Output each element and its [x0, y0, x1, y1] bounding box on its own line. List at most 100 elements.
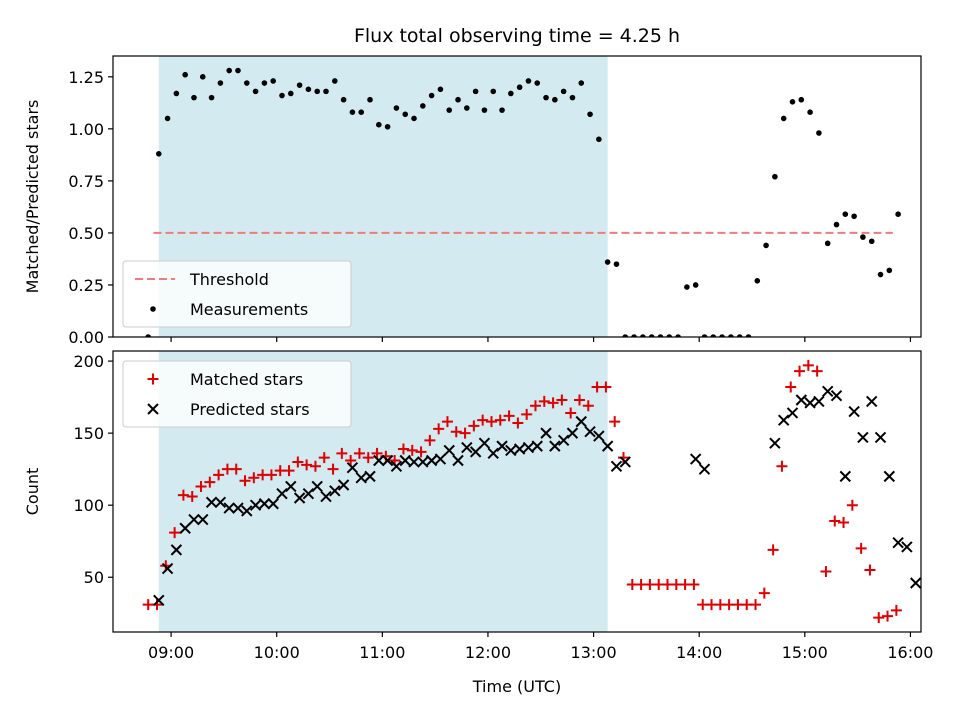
data-point	[692, 282, 699, 288]
data-point	[540, 427, 552, 439]
data-point	[362, 452, 374, 464]
data-point	[813, 395, 825, 408]
data-point	[789, 98, 796, 105]
data-point	[516, 84, 523, 91]
y-tick-label: 150	[73, 424, 104, 443]
data-point	[340, 96, 347, 103]
data-point	[402, 111, 409, 118]
data-point	[513, 443, 526, 455]
data-point	[600, 381, 612, 393]
data-point	[573, 394, 585, 406]
data-point	[666, 334, 673, 337]
data-point	[851, 213, 857, 220]
data-point	[261, 80, 268, 86]
data-point	[415, 446, 427, 458]
data-point	[719, 334, 725, 337]
data-point	[610, 460, 623, 472]
x-tick-label: 12:00	[465, 643, 511, 662]
data-point	[441, 416, 453, 428]
data-point	[496, 440, 508, 452]
data-point	[786, 407, 799, 419]
data-point	[293, 492, 306, 504]
data-point	[241, 505, 253, 517]
data-point	[425, 454, 438, 467]
data-point	[560, 88, 567, 95]
data-point	[689, 453, 702, 465]
data-point	[582, 400, 594, 412]
legend-label: Matched stars	[190, 370, 303, 389]
data-point	[323, 88, 329, 95]
data-point	[631, 334, 637, 337]
data-point	[543, 94, 549, 101]
data-point	[811, 365, 823, 377]
data-point	[232, 502, 244, 514]
data-point	[173, 90, 180, 97]
legend-label: Threshold	[189, 270, 269, 289]
data-point	[443, 444, 455, 457]
data-point	[910, 577, 921, 589]
data-point	[838, 516, 850, 528]
data-point	[802, 359, 814, 371]
data-point	[552, 96, 558, 103]
data-point	[505, 444, 517, 457]
data-point	[556, 394, 568, 406]
data-point	[182, 71, 188, 78]
data-point	[874, 431, 887, 444]
data-point	[478, 437, 491, 449]
data-point	[455, 96, 461, 103]
data-point	[839, 470, 852, 483]
data-point	[411, 115, 417, 122]
data-point	[164, 115, 171, 122]
legend-swatch	[147, 403, 159, 415]
data-point	[371, 447, 383, 459]
y-tick-label: 0.00	[68, 328, 104, 347]
data-point	[477, 414, 489, 426]
data-point	[769, 437, 781, 449]
data-point	[329, 485, 341, 497]
data-point	[353, 447, 365, 459]
legend-swatch	[147, 373, 159, 385]
data-point	[698, 463, 711, 475]
data-point	[252, 88, 259, 95]
series-predicted-stars	[153, 385, 921, 607]
data-point	[230, 463, 242, 475]
y-tick-label: 1.00	[68, 120, 104, 139]
data-point	[584, 425, 596, 438]
data-point	[772, 173, 778, 180]
y-tick-label: 0.25	[68, 276, 104, 295]
y-tick-label: 200	[73, 352, 104, 371]
data-point	[301, 459, 313, 471]
x-tick-label: 10:00	[254, 643, 300, 662]
data-point	[464, 105, 470, 111]
data-point	[701, 334, 708, 337]
data-point	[848, 405, 860, 418]
data-point	[179, 522, 191, 534]
data-point	[820, 565, 832, 577]
series-measurements	[145, 67, 901, 337]
data-point	[829, 515, 841, 527]
data-point	[446, 107, 453, 113]
panel-2: 50 100 150 200 09:00 10:00 11:00 12:00 13:00 14:0…	[73, 350, 933, 662]
data-point	[776, 460, 788, 472]
data-point	[860, 234, 866, 240]
axes-frame	[112, 350, 922, 633]
data-point	[547, 397, 559, 409]
data-point	[901, 541, 913, 553]
data-point	[508, 90, 514, 97]
y-tick-label: 50	[84, 568, 104, 587]
data-point	[469, 446, 482, 458]
data-point	[327, 463, 339, 475]
data-point	[785, 381, 797, 393]
data-point	[613, 261, 620, 267]
data-point	[437, 86, 444, 93]
data-point	[522, 441, 535, 454]
data-point	[529, 400, 541, 412]
data-point	[318, 452, 330, 464]
data-point	[855, 542, 867, 554]
data-point	[892, 536, 904, 549]
data-point	[434, 453, 447, 465]
data-point	[798, 96, 805, 103]
data-point	[349, 109, 356, 115]
legend-box	[122, 360, 352, 428]
data-point	[758, 587, 770, 599]
